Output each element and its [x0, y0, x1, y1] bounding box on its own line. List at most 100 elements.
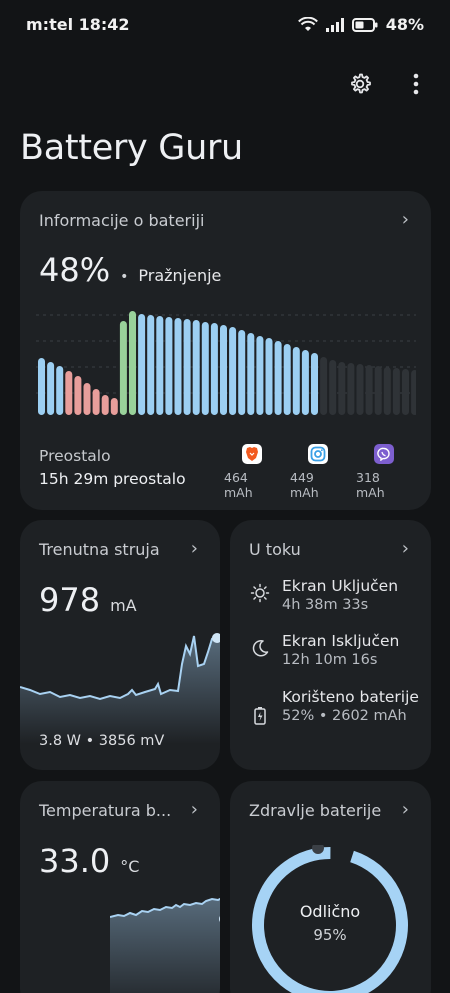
history-bar [320, 357, 328, 415]
chevron-right-icon: › [401, 538, 409, 559]
app-usage-value: 464 mAh [224, 470, 253, 500]
card-title: Trenutna struja [39, 540, 160, 559]
usage-value: 4h 38m 33s [282, 597, 369, 613]
battery-used-row: Korišteno baterije 52% • 2602 mAh [250, 688, 422, 726]
history-bar [74, 376, 82, 415]
card-title: Informacije o bateriji [39, 211, 205, 230]
temperature-sparkline [110, 897, 220, 993]
history-bar [138, 314, 146, 415]
app-usage-value: 449 mAh [290, 470, 319, 500]
health-card[interactable]: Zdravlje baterije › Odlično 95% [230, 781, 431, 993]
chevron-right-icon: › [190, 538, 198, 559]
wifi-icon [297, 16, 318, 31]
history-bar [147, 315, 155, 415]
page-title: Battery Guru [20, 128, 243, 168]
history-bar [183, 319, 191, 415]
history-bar [347, 363, 355, 415]
usage-value: 12h 10m 16s [282, 652, 378, 668]
top-actions [346, 70, 430, 98]
history-bar [65, 371, 73, 415]
instagram-icon [308, 444, 328, 464]
history-bar [92, 389, 100, 415]
history-bar [383, 367, 391, 415]
usage-label: Ekran Uključen [282, 577, 399, 595]
remaining-label: Preostalo [39, 447, 111, 465]
history-bar [119, 321, 127, 415]
history-bar [374, 366, 382, 415]
power-voltage: 3.8 W • 3856 mV [39, 733, 165, 749]
more-options-button[interactable] [402, 70, 430, 98]
chevron-right-icon: › [401, 799, 409, 820]
current-unit: mA [110, 596, 137, 615]
history-bar [365, 365, 373, 415]
separator-dot: • [120, 269, 129, 285]
viber-icon [374, 444, 394, 464]
history-bar [165, 317, 173, 415]
app-usage-value: 318 mAh [356, 470, 385, 500]
more-vert-icon [413, 73, 419, 95]
health-ring [252, 845, 408, 993]
app-usage-brave[interactable]: 464 mAh [224, 444, 280, 500]
status-bar: m:tel 18:42 48% [0, 0, 450, 50]
carrier-time: m:tel 18:42 [26, 15, 130, 34]
battery-percent: 48% [385, 15, 424, 34]
app-usage-instagram[interactable]: 449 mAh [290, 444, 346, 500]
battery-state: Pražnjenje [138, 266, 222, 285]
history-bar [283, 344, 291, 415]
history-bar [311, 353, 318, 415]
temperature-value-row: 33.0 °C [39, 842, 139, 880]
battery-status-icon [351, 17, 378, 32]
app-usage-viber[interactable]: 318 mAh [356, 444, 412, 500]
screen-off-row: Ekran Isključen 12h 10m 16s [250, 632, 399, 668]
history-bar [129, 311, 136, 415]
temperature-value: 33.0 [39, 842, 111, 880]
usage-value: 52% • 2602 mAh [282, 708, 407, 724]
health-status: Odlično [299, 902, 361, 921]
chevron-right-icon: › [401, 209, 409, 230]
history-bar [101, 395, 109, 415]
brave-icon [242, 444, 262, 464]
usage-card[interactable]: U toku › Ekran Uključen 4h 38m 33s Ekran… [230, 520, 431, 770]
temperature-unit: °C [120, 857, 140, 876]
history-bar [256, 336, 264, 415]
history-bar [292, 347, 300, 415]
history-bar [83, 383, 91, 415]
battery-level-row: 48% • Pražnjenje [39, 251, 221, 289]
temperature-card[interactable]: Temperatura b... › 33.0 °C [20, 781, 220, 993]
sun-icon [250, 583, 270, 603]
remaining-value: 15h 29m preostalo [39, 470, 186, 488]
settings-button[interactable] [346, 70, 374, 98]
history-bar [301, 350, 309, 415]
battery-charging-icon [254, 707, 266, 725]
chevron-right-icon: › [190, 799, 198, 820]
history-bar [56, 366, 64, 415]
current-card[interactable]: Trenutna struja › 978 mA 3.8 W • 3856 mV [20, 520, 220, 770]
gear-icon [351, 73, 371, 94]
history-bar [192, 320, 200, 415]
history-bar [402, 369, 409, 415]
history-bar [110, 398, 118, 415]
signal-icon [325, 17, 344, 32]
history-bar [338, 362, 346, 415]
current-value: 978 [39, 581, 101, 619]
history-bar [274, 341, 282, 415]
current-sparkline [20, 633, 220, 744]
card-title: Temperatura b... [39, 801, 172, 820]
moon-icon [252, 639, 269, 657]
history-bar [47, 362, 55, 415]
history-bar [156, 316, 164, 415]
current-value-row: 978 mA [39, 581, 137, 619]
history-bar [238, 330, 246, 415]
history-bar [265, 338, 273, 415]
battery-info-card[interactable]: Informacije o bateriji › 48% • Pražnjenj… [20, 191, 431, 510]
usage-label: Ekran Isključen [282, 632, 400, 650]
history-bar [220, 325, 227, 415]
history-bar [229, 327, 237, 415]
card-title: U toku [249, 540, 301, 559]
history-bar [392, 368, 400, 415]
history-bar [329, 360, 337, 415]
battery-history-chart [36, 311, 416, 415]
history-bar [210, 323, 218, 415]
history-bar [38, 358, 45, 415]
health-percent: 95% [313, 926, 347, 944]
